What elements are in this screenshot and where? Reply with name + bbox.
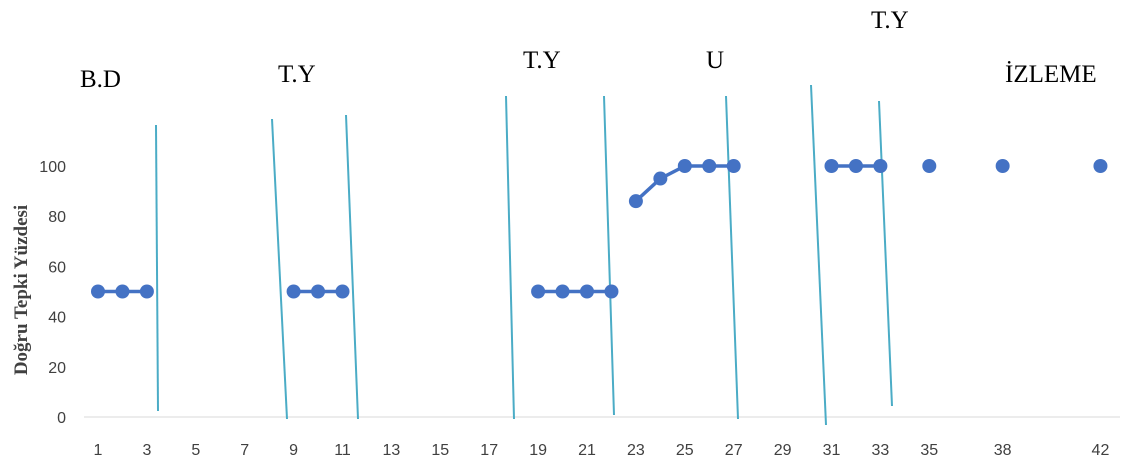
data-point bbox=[726, 159, 741, 173]
phase-change-line bbox=[271, 118, 288, 420]
x-tick-label: 27 bbox=[725, 442, 743, 459]
data-point bbox=[531, 284, 546, 299]
phase-label-ty-1: T.Y bbox=[278, 61, 316, 88]
data-point bbox=[91, 284, 105, 299]
x-tick-label: 7 bbox=[240, 442, 249, 459]
phase-change-line bbox=[725, 95, 739, 420]
series-layer bbox=[91, 159, 1108, 299]
phase-label-baseline: B.D bbox=[80, 66, 121, 93]
x-tick-label: 29 bbox=[774, 442, 792, 459]
data-point bbox=[873, 159, 888, 173]
x-tick-label: 33 bbox=[872, 442, 890, 459]
phase-change-line bbox=[603, 95, 615, 416]
data-point bbox=[1093, 159, 1108, 173]
data-point bbox=[677, 159, 692, 173]
data-point bbox=[604, 284, 619, 299]
x-tick-label: 35 bbox=[920, 442, 938, 459]
x-tick-label: 15 bbox=[431, 442, 449, 459]
data-point bbox=[702, 159, 717, 173]
phase-change-line bbox=[345, 114, 359, 420]
phase-change-line bbox=[810, 84, 827, 426]
y-tick-label: 100 bbox=[39, 159, 66, 176]
y-tick-label: 0 bbox=[57, 410, 66, 427]
label-layer: B.D T.Y T.Y U T.Y İZLEME Doğru Tepki Yüz… bbox=[11, 7, 1097, 375]
data-point bbox=[848, 159, 863, 173]
phase-change-line bbox=[878, 100, 893, 407]
data-point bbox=[628, 194, 643, 209]
phase-label-izleme: İZLEME bbox=[1005, 61, 1097, 88]
x-tick-label: 3 bbox=[142, 442, 151, 459]
phase-change-line bbox=[505, 95, 515, 420]
x-tick-label: 13 bbox=[383, 442, 401, 459]
phase-label-ty-2: T.Y bbox=[523, 47, 561, 74]
x-tick-label: 23 bbox=[627, 442, 645, 459]
x-tick-label: 25 bbox=[676, 442, 694, 459]
x-tick-label: 5 bbox=[191, 442, 200, 459]
phase-line-layer bbox=[155, 84, 893, 426]
y-tick-label: 80 bbox=[48, 209, 66, 226]
x-tick-label: 19 bbox=[529, 442, 547, 459]
phase-label-ty-3: T.Y bbox=[871, 7, 909, 34]
data-point bbox=[286, 284, 301, 299]
x-tick-label: 11 bbox=[334, 442, 351, 459]
y-tick-label: 40 bbox=[48, 310, 66, 327]
y-tick-label: 60 bbox=[48, 259, 66, 276]
data-point bbox=[922, 159, 937, 173]
x-tick-label: 38 bbox=[994, 442, 1012, 459]
data-point bbox=[824, 159, 839, 173]
phase-change-line bbox=[155, 124, 159, 412]
phase-label-u: U bbox=[706, 47, 724, 74]
x-tick-label: 9 bbox=[289, 442, 298, 459]
x-tick-label: 1 bbox=[94, 442, 103, 459]
y-axis-label: Doğru Tepki Yüzdesi bbox=[11, 205, 32, 375]
data-point bbox=[995, 159, 1010, 173]
data-point bbox=[139, 284, 154, 299]
data-point bbox=[115, 284, 130, 299]
data-point bbox=[335, 284, 350, 299]
x-tick-label: 31 bbox=[823, 442, 841, 459]
data-point bbox=[311, 284, 326, 299]
y-tick-label: 20 bbox=[48, 360, 66, 377]
data-point bbox=[555, 284, 570, 299]
x-tick-label: 17 bbox=[480, 442, 498, 459]
data-point bbox=[653, 171, 668, 186]
x-tick-label: 21 bbox=[578, 442, 596, 459]
x-tick-label: 42 bbox=[1092, 442, 1110, 459]
data-point bbox=[580, 284, 594, 299]
